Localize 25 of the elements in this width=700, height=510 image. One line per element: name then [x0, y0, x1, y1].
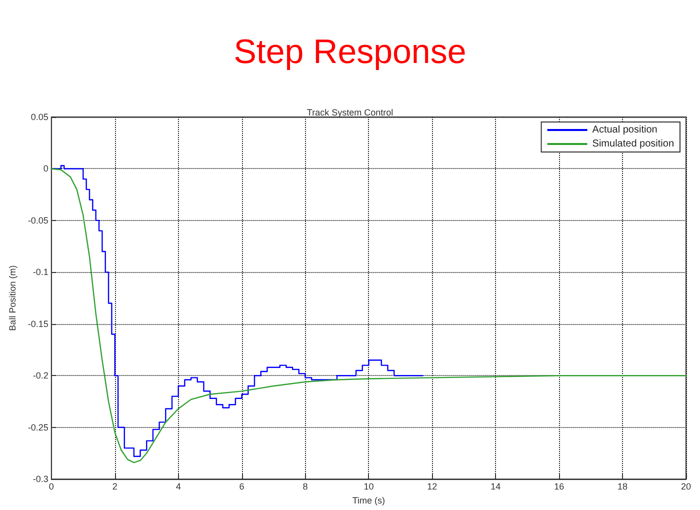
x-tick-label: 20: [680, 482, 692, 492]
x-tick-label: 8: [302, 482, 308, 492]
y-tick-label: -0.05: [28, 215, 48, 226]
y-tick-label: -0.2: [32, 370, 48, 381]
y-axis-title: Ball Position (m): [8, 265, 18, 331]
y-tick-label: -0.1: [32, 267, 48, 278]
x-tick-label: 4: [176, 482, 181, 492]
chart-title: Step Response: [234, 33, 466, 71]
legend-label: Actual position: [592, 124, 658, 136]
x-axis-title: Time (s): [352, 496, 386, 506]
x-tick-label: 10: [364, 482, 374, 492]
x-tick-label: 14: [490, 482, 501, 492]
y-tick-label: -0.3: [32, 474, 48, 484]
line-series: [50, 168, 687, 464]
y-tick-label: 0: [43, 164, 48, 174]
x-tick-label: 6: [239, 482, 244, 492]
x-tick-label: 16: [554, 482, 564, 492]
y-tick-label: -0.15: [28, 318, 48, 329]
x-tick-label: 18: [618, 482, 628, 492]
x-tick-label: 2: [112, 482, 118, 492]
y-tick-label: 0.05: [30, 112, 48, 122]
x-tick-label: 12: [427, 482, 438, 492]
chart-subtitle: Track System Control: [306, 108, 394, 118]
y-tick-label: -0.25: [28, 422, 48, 432]
legend-label: Simulated position: [592, 138, 674, 150]
